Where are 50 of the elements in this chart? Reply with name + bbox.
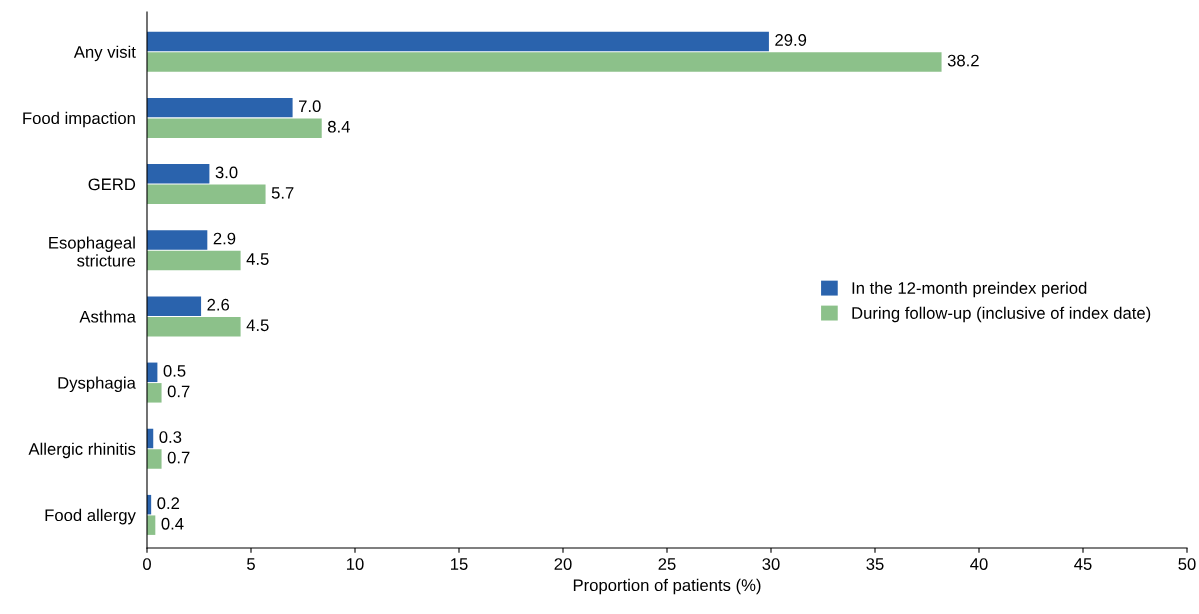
y-tick-label: Food impaction: [23, 111, 135, 128]
data-label: 0.4: [161, 517, 184, 530]
data-label: 5.7: [271, 187, 294, 199]
data-label: 0.5: [163, 364, 186, 377]
bar: [147, 164, 210, 184]
legend-label: During follow-up (inclusive of index date): [852, 306, 1151, 323]
y-tick-label: Asthma: [79, 310, 136, 323]
bar: [147, 118, 322, 138]
x-tick-label: 10: [347, 558, 364, 570]
x-tick-label: 40: [970, 558, 988, 570]
data-label: 0.7: [167, 385, 190, 398]
bar: [147, 449, 162, 469]
x-tick-label: 30: [762, 558, 780, 570]
data-label: 7.0: [299, 100, 321, 113]
bar: [147, 296, 202, 316]
bar: [147, 184, 266, 205]
data-label: 4.5: [246, 253, 269, 265]
bar: [147, 230, 208, 250]
bar: [147, 31, 769, 52]
bar: [147, 383, 162, 403]
y-tick-label: Allergic rhinitis: [28, 442, 136, 459]
data-label: 2.9: [213, 232, 236, 245]
data-label: 29.9: [775, 34, 807, 46]
x-tick-label: 35: [866, 558, 884, 570]
x-tick-label: 45: [1074, 558, 1092, 570]
y-tick-label: Food allergy: [45, 508, 136, 525]
y-tick-label: Any visit: [73, 45, 136, 62]
bar: [147, 97, 293, 118]
y-tick-label: GERD: [88, 178, 136, 191]
x-tick-label: 5: [247, 558, 255, 570]
data-label: 0.3: [159, 431, 182, 443]
x-tick-label: 15: [451, 558, 468, 570]
bar: [147, 250, 241, 271]
data-label: 4.5: [246, 319, 269, 332]
x-axis-title: Proportion of patients (%): [573, 578, 761, 595]
x-tick-label: 20: [554, 558, 572, 570]
bar: [147, 52, 942, 72]
data-label: 8.4: [328, 120, 350, 133]
x-tick-label: 25: [658, 558, 676, 570]
x-tick-label: 0: [143, 558, 151, 570]
bar: [147, 316, 241, 337]
data-label: 38.2: [947, 54, 979, 67]
data-label: 3.0: [215, 166, 238, 179]
legend-label: In the 12-month preindex period: [852, 281, 1087, 298]
data-label: 2.6: [207, 298, 230, 311]
y-tick-label: Dysphagia: [58, 376, 136, 393]
y-tick-label: Esophageal stricture: [49, 236, 136, 267]
data-label: 0.2: [157, 497, 180, 510]
data-label: 0.7: [167, 451, 190, 464]
x-tick-label: 50: [1178, 558, 1196, 570]
